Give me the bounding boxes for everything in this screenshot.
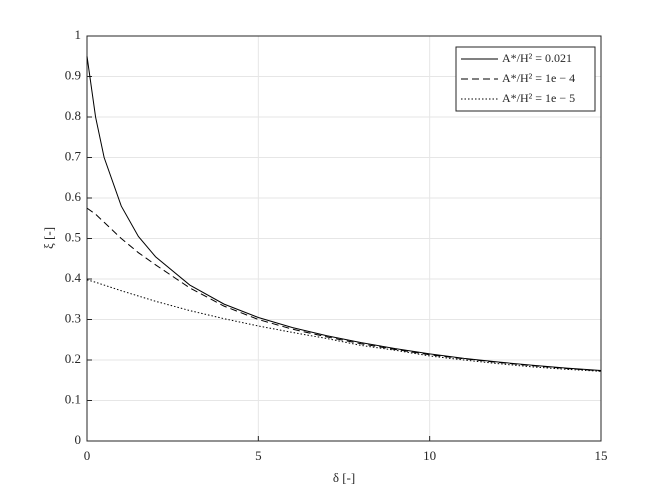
legend-label: A*/H² = 0.021 — [502, 51, 572, 65]
x-tick-label: 15 — [595, 448, 608, 463]
y-axis-label: ξ [-] — [41, 227, 56, 249]
x-tick-label: 10 — [423, 448, 436, 463]
y-tick-label: 0.4 — [65, 270, 82, 285]
plot-frame — [86, 35, 602, 442]
y-tick-label: 0.6 — [65, 189, 82, 204]
legend-label: A*/H² = 1e − 5 — [502, 91, 575, 105]
y-tick-label: 0.1 — [65, 391, 81, 406]
legend-label: A*/H² = 1e − 4 — [502, 71, 575, 85]
data-line — [86, 279, 602, 372]
y-tick-label: 0.2 — [65, 351, 81, 366]
data-line — [86, 207, 602, 372]
legend-box — [455, 46, 596, 112]
y-tick-label: 0.3 — [65, 310, 81, 325]
y-tick-label: 0.8 — [65, 108, 81, 123]
y-tick-label: 1 — [75, 27, 82, 42]
x-tick-label: 0 — [84, 448, 91, 463]
x-tick-label: 5 — [255, 448, 262, 463]
y-tick-label: 0.9 — [65, 67, 81, 82]
x-axis-label: δ [-] — [333, 470, 355, 485]
y-tick-label: 0.7 — [65, 148, 82, 163]
y-tick-label: 0 — [75, 432, 82, 447]
y-tick-label: 0.5 — [65, 229, 81, 244]
data-line — [86, 56, 602, 372]
